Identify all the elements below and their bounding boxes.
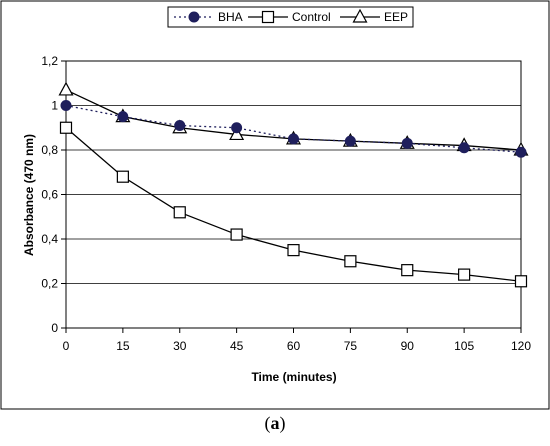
- absorbance-chart: 0 0,2 0,4 0,6 0,8 1 1,2 0 15 30 45 60 75 90 105 120 Tim…: [0, 0, 550, 410]
- point-control: [173, 206, 186, 219]
- axes: 0 0,2 0,4 0,6 0,8 1 1,2 0 15 30 45 60 75 90 105 120: [41, 54, 531, 353]
- point-control: [514, 275, 528, 288]
- point-control: [401, 264, 414, 277]
- y-axis-label: Absorbance (470 nm): [22, 134, 36, 256]
- point-bha: [231, 122, 243, 134]
- point-control: [458, 268, 471, 281]
- figure-caption: (a): [0, 413, 550, 434]
- series-bha: [60, 100, 527, 158]
- x-tick-label: 0: [63, 339, 70, 353]
- point-bha: [117, 111, 129, 123]
- legend-label-bha: BHA: [218, 10, 243, 24]
- y-tick-label: 1,2: [41, 54, 58, 68]
- x-tick-label: 90: [401, 339, 415, 353]
- point-control: [344, 255, 357, 268]
- point-bha: [401, 137, 413, 149]
- point-bha: [515, 146, 527, 158]
- x-tick-label: 105: [454, 339, 474, 353]
- point-control: [287, 244, 300, 257]
- legend-box: [167, 6, 414, 28]
- point-bha: [458, 142, 470, 154]
- series-control: [59, 121, 528, 288]
- point-bha: [344, 135, 356, 147]
- legend-marker-control: [261, 10, 275, 24]
- caption-close: ): [279, 413, 286, 433]
- point-control: [116, 170, 129, 183]
- x-tick-label: 75: [344, 339, 358, 353]
- legend-label-eep: EEP: [384, 10, 408, 24]
- point-eep: [58, 81, 74, 96]
- legend: BHA Control EEP: [167, 6, 414, 28]
- legend-label-control: Control: [292, 10, 331, 24]
- x-tick-label: 45: [230, 339, 244, 353]
- point-control: [230, 228, 243, 241]
- chart-frame: [0, 0, 550, 410]
- y-tick-label: 0,4: [41, 232, 58, 246]
- legend-marker-bha: [188, 11, 200, 23]
- series-group: [58, 81, 529, 288]
- y-tick-label: 0,8: [41, 143, 58, 157]
- y-tick-label: 0,6: [41, 188, 58, 202]
- y-tick-label: 1: [51, 99, 58, 113]
- point-bha: [288, 133, 299, 145]
- legend-marker-eep: [352, 8, 368, 23]
- x-tick-label: 15: [116, 339, 130, 353]
- x-tick-label: 30: [173, 339, 187, 353]
- x-tick-label: 60: [287, 339, 301, 353]
- caption-open: (: [264, 413, 271, 433]
- point-control: [59, 121, 73, 134]
- x-tick-label: 120: [511, 339, 531, 353]
- point-bha: [60, 100, 72, 111]
- x-axis-label: Time (minutes): [251, 370, 336, 384]
- caption-letter: a: [270, 413, 280, 433]
- y-tick-label: 0: [51, 321, 58, 335]
- point-bha: [174, 120, 186, 132]
- point-eep: [229, 126, 245, 141]
- y-tick-label: 0,2: [41, 277, 58, 291]
